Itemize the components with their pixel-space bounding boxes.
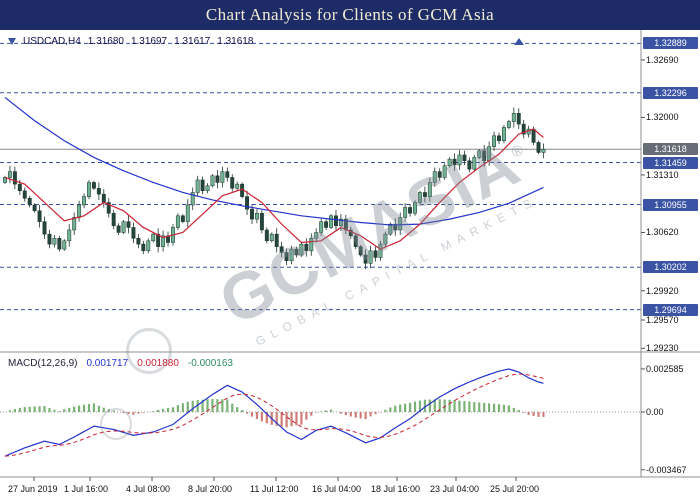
x-axis-label: 23 Jul 04:00: [430, 484, 480, 494]
object-arrow-icon: [514, 38, 524, 45]
macd-name: MACD(12,26,9): [8, 358, 78, 369]
x-axis-label: 4 Jul 08:00: [126, 484, 171, 494]
quote-low: 1.31617: [174, 36, 211, 47]
price-badge: 1.31459: [643, 156, 698, 169]
x-axis-label: 8 Jul 20:00: [188, 484, 233, 494]
price-badge: 1.32889: [643, 37, 698, 50]
price-axis-label: 1.30620: [646, 227, 679, 238]
price-axis-label: 1.31310: [646, 169, 679, 180]
macd-axis-label: -0.003467: [646, 464, 687, 475]
window-title: Chart Analysis for Clients of GCM Asia: [205, 5, 495, 24]
x-axis-label: 11 Jul 12:00: [250, 484, 299, 494]
macd-axis-label: 0.002585: [646, 363, 684, 374]
quote-close: 1.31618: [217, 36, 254, 47]
macd-axis-label: 0.00: [646, 407, 664, 417]
quote-high: 1.31697: [130, 36, 168, 47]
price-axis-label: 1.29570: [646, 314, 679, 325]
quote-open: 1.31680: [87, 36, 124, 47]
x-axis-label: 25 Jul 20:00: [490, 484, 540, 494]
x-axis-label: 1 Jul 16:00: [64, 484, 109, 494]
quote-info: USDCAD,H4 1.31680 1.31697 1.31617 1.3161…: [8, 36, 253, 47]
price-badge: 1.31618: [643, 143, 698, 156]
macd-signal-value: 0.001880: [137, 358, 179, 369]
price-badge: 1.32296: [643, 86, 698, 99]
titlebar: Chart Analysis for Clients of GCM Asia: [0, 0, 700, 30]
price-axis-label: 1.29920: [646, 285, 679, 296]
price-axis-label: 1.29230: [646, 343, 679, 354]
chart-area: USDCAD,H4 1.31680 1.31697 1.31617 1.3161…: [0, 30, 700, 500]
price-badge: 1.30955: [643, 198, 698, 211]
macd-hist-value: -0.000163: [187, 358, 233, 369]
symbol-timeframe: USDCAD,H4: [23, 36, 81, 47]
price-badge: 1.30202: [643, 261, 698, 274]
price-axis-label: 1.32000: [646, 112, 679, 123]
price-axis-label: 1.32690: [646, 54, 679, 65]
macd-indicator-label: MACD(12,26,9) 0.001717 0.001880 -0.00016…: [8, 358, 233, 369]
symbol-marker-icon: [8, 38, 16, 45]
macd-main-value: 0.001717: [86, 358, 129, 369]
chart-canvas[interactable]: [0, 30, 700, 500]
x-axis-label: 18 Jul 16:00: [371, 484, 421, 494]
x-axis-label: 16 Jul 04:00: [312, 484, 362, 494]
x-axis-label: 27 Jun 2019: [8, 484, 58, 494]
price-badge: 1.29694: [643, 303, 698, 316]
